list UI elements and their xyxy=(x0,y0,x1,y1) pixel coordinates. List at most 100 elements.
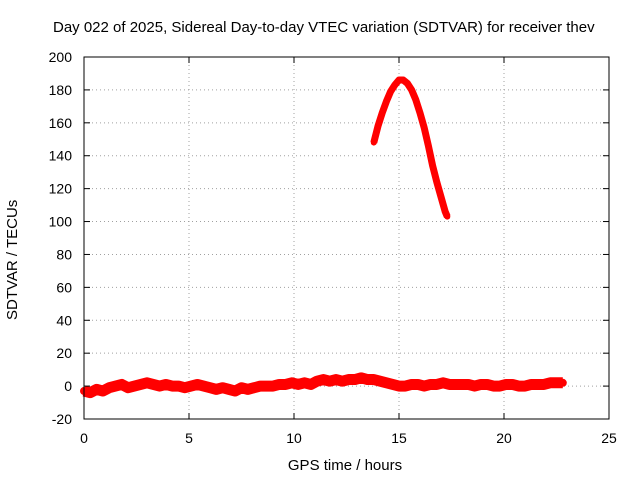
data-point xyxy=(439,378,448,387)
data-point xyxy=(442,208,449,215)
data-point xyxy=(332,375,340,384)
data-point xyxy=(444,213,451,220)
x-tick-label: 0 xyxy=(80,430,88,446)
y-tick-label: 180 xyxy=(49,82,73,98)
data-point xyxy=(376,377,385,386)
data-point xyxy=(369,375,378,384)
data-point xyxy=(421,124,428,131)
data-point xyxy=(395,382,403,391)
data-point xyxy=(382,378,391,387)
tick-marks xyxy=(83,56,610,420)
data-point xyxy=(420,382,429,391)
data-point xyxy=(344,375,353,384)
data-point xyxy=(237,383,246,392)
series-layer xyxy=(80,76,567,399)
data-point xyxy=(451,380,460,389)
data-point xyxy=(495,382,504,391)
data-point xyxy=(180,383,189,392)
x-tick-label: 5 xyxy=(185,430,193,446)
data-point xyxy=(275,380,284,389)
data-point xyxy=(155,382,164,391)
data-point xyxy=(224,385,233,394)
data-point xyxy=(168,382,177,391)
data-point xyxy=(521,382,529,391)
data-point xyxy=(105,383,114,392)
data-point xyxy=(136,380,145,389)
y-tick-label: 200 xyxy=(49,49,73,65)
data-point xyxy=(300,378,309,387)
data-point xyxy=(92,385,101,394)
data-point xyxy=(124,383,133,392)
data-point xyxy=(294,380,303,389)
data-point xyxy=(539,380,548,389)
data-point xyxy=(408,86,415,93)
data-point xyxy=(400,77,407,84)
data-point xyxy=(111,382,120,391)
data-point xyxy=(379,109,386,116)
data-point xyxy=(193,380,202,389)
chart-title: Day 022 of 2025, Sidereal Day-to-day VTE… xyxy=(53,19,595,36)
data-point xyxy=(533,380,542,389)
y-tick-label: 140 xyxy=(49,148,73,164)
x-tick-label: 20 xyxy=(496,430,512,446)
data-point xyxy=(464,380,473,389)
data-point xyxy=(174,382,183,391)
data-point xyxy=(231,387,240,396)
data-point xyxy=(527,380,536,389)
data-point xyxy=(387,88,394,95)
data-point xyxy=(319,375,328,384)
y-tick-label: 80 xyxy=(56,246,72,262)
data-point xyxy=(476,380,485,389)
data-point xyxy=(514,382,523,391)
data-point xyxy=(187,382,196,391)
data-point xyxy=(243,385,252,394)
data-point xyxy=(338,377,347,386)
data-point xyxy=(429,162,436,169)
data-point xyxy=(417,109,423,116)
data-point xyxy=(413,380,422,389)
data-point xyxy=(489,382,498,391)
data-point xyxy=(391,81,398,88)
y-tick-label: 100 xyxy=(49,214,73,230)
data-point xyxy=(375,123,381,130)
y-tick-label: 120 xyxy=(49,181,73,197)
data-point xyxy=(426,380,435,389)
y-tick-label: 40 xyxy=(56,312,72,328)
data-point xyxy=(552,378,561,387)
y-tick-label: 20 xyxy=(56,345,72,361)
grid-lines xyxy=(84,57,609,419)
data-point xyxy=(218,383,227,392)
tick-labels: -20 0 20 40 60 80 100 120 140 160 180 200 0 5 10 15 20 25 xyxy=(49,49,617,446)
data-point xyxy=(433,179,440,186)
data-point xyxy=(199,382,208,391)
x-axis-label: GPS time / hours xyxy=(287,457,403,474)
data-point xyxy=(401,382,410,391)
data-point xyxy=(130,382,139,391)
data-point xyxy=(357,373,366,382)
data-point xyxy=(313,377,322,386)
y-tick-label: 0 xyxy=(64,378,72,394)
data-point xyxy=(149,380,158,389)
data-point xyxy=(508,380,517,389)
y-tick-label: 60 xyxy=(56,279,72,295)
data-point xyxy=(117,380,126,389)
data-point xyxy=(206,383,214,392)
y-tick-label: 160 xyxy=(49,115,73,131)
data-point xyxy=(306,380,315,389)
data-point xyxy=(262,382,271,391)
data-point xyxy=(438,193,444,200)
data-point xyxy=(458,380,466,389)
data-point xyxy=(558,378,567,387)
data-point xyxy=(143,378,151,387)
data-point xyxy=(445,380,454,389)
data-point xyxy=(470,382,479,391)
data-point xyxy=(281,380,290,389)
data-point xyxy=(432,380,441,389)
data-point xyxy=(212,385,221,394)
data-point xyxy=(383,98,390,105)
data-point xyxy=(370,139,377,146)
y-tick-label: -20 xyxy=(52,411,72,427)
data-point xyxy=(388,380,397,389)
data-point xyxy=(98,387,107,396)
